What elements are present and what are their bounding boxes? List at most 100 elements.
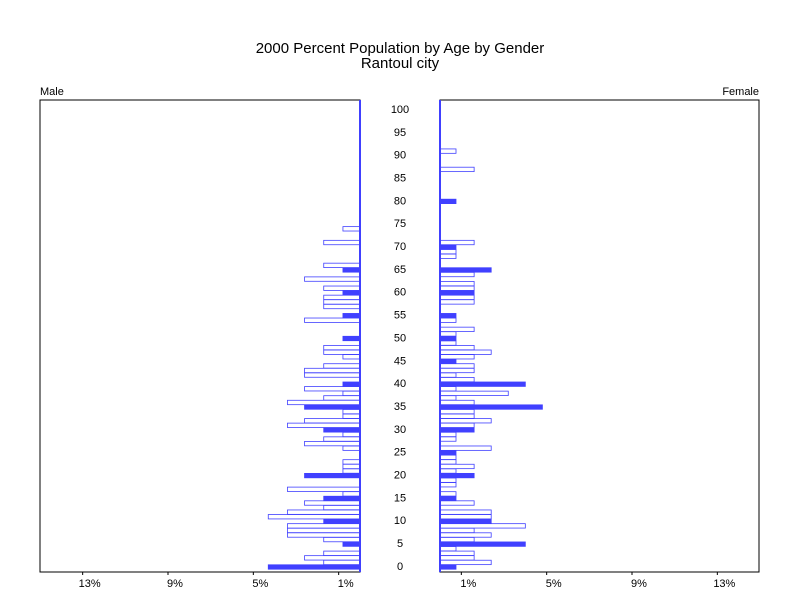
bar bbox=[323, 436, 361, 442]
bar bbox=[342, 335, 361, 342]
bar bbox=[439, 532, 492, 538]
bar bbox=[439, 253, 457, 259]
x-tick-label: 1% bbox=[460, 578, 476, 590]
age-label: 40 bbox=[394, 378, 406, 390]
bar bbox=[439, 335, 457, 342]
bar bbox=[439, 166, 475, 173]
age-label: 45 bbox=[394, 355, 406, 367]
x-tick-label: 13% bbox=[713, 578, 735, 590]
age-label: 80 bbox=[394, 195, 406, 207]
bar bbox=[287, 532, 361, 538]
age-label: 95 bbox=[394, 127, 406, 139]
bar bbox=[323, 518, 361, 524]
bar bbox=[439, 482, 457, 488]
bar bbox=[323, 345, 361, 351]
bar bbox=[439, 514, 492, 520]
bar bbox=[342, 390, 361, 396]
bar bbox=[323, 303, 361, 310]
bar bbox=[439, 148, 457, 154]
bar bbox=[439, 450, 457, 456]
bar bbox=[287, 486, 361, 492]
bar bbox=[439, 436, 457, 442]
age-label: 65 bbox=[394, 264, 406, 276]
chart-title: 2000 Percent Population by Age by Gender bbox=[256, 40, 545, 57]
bar bbox=[287, 527, 361, 534]
bar bbox=[439, 290, 475, 296]
bar bbox=[439, 249, 457, 255]
bar bbox=[439, 299, 475, 305]
bar bbox=[323, 285, 361, 291]
bar bbox=[287, 509, 361, 515]
bar bbox=[439, 331, 457, 337]
bar bbox=[342, 445, 361, 451]
bar bbox=[439, 459, 457, 465]
bar bbox=[323, 262, 361, 268]
x-tick-label: 5% bbox=[252, 578, 268, 590]
bar bbox=[439, 399, 475, 406]
chart-subtitle: Rantoul city bbox=[361, 55, 440, 72]
bar bbox=[439, 358, 457, 364]
age-label: 5 bbox=[397, 538, 403, 550]
bar bbox=[342, 226, 361, 232]
bar bbox=[323, 427, 361, 433]
age-label: 30 bbox=[394, 424, 406, 436]
age-label: 90 bbox=[394, 150, 406, 162]
bar bbox=[304, 418, 361, 424]
bar bbox=[304, 555, 361, 561]
bar bbox=[323, 395, 361, 401]
bar bbox=[439, 345, 475, 351]
bar bbox=[439, 267, 492, 273]
x-tick-label: 9% bbox=[167, 578, 183, 590]
bar bbox=[439, 409, 475, 415]
bar bbox=[439, 313, 457, 319]
bar bbox=[439, 491, 457, 497]
bar bbox=[439, 340, 457, 346]
age-label: 15 bbox=[394, 492, 406, 504]
bar bbox=[439, 354, 475, 360]
x-tick-label: 9% bbox=[631, 578, 647, 590]
bar bbox=[439, 294, 475, 300]
bar bbox=[342, 354, 361, 360]
age-label: 60 bbox=[394, 287, 406, 299]
bar bbox=[439, 377, 475, 383]
bar bbox=[323, 294, 361, 300]
bar bbox=[304, 317, 361, 323]
bar bbox=[439, 363, 475, 369]
bar bbox=[439, 413, 475, 419]
bar bbox=[439, 477, 457, 483]
bar bbox=[439, 546, 457, 552]
bar bbox=[439, 431, 457, 438]
x-tick-label: 13% bbox=[79, 578, 101, 590]
bar bbox=[342, 463, 361, 470]
bar bbox=[323, 504, 361, 511]
bar bbox=[287, 523, 361, 529]
age-label: 50 bbox=[394, 332, 406, 344]
bar bbox=[439, 550, 475, 556]
bar bbox=[304, 404, 361, 410]
bar bbox=[439, 559, 492, 566]
bar bbox=[342, 381, 361, 387]
bar bbox=[439, 239, 475, 246]
bar bbox=[439, 285, 475, 291]
bar bbox=[439, 372, 457, 378]
bar bbox=[439, 500, 475, 506]
bar bbox=[439, 244, 457, 250]
bar bbox=[439, 418, 492, 424]
bar bbox=[323, 363, 361, 369]
bar bbox=[439, 422, 475, 428]
bar bbox=[267, 514, 361, 520]
bar bbox=[304, 472, 361, 479]
bar bbox=[439, 463, 475, 470]
bar bbox=[439, 454, 457, 460]
bar bbox=[342, 409, 361, 415]
bar bbox=[439, 349, 492, 355]
bar bbox=[439, 271, 475, 278]
bar bbox=[439, 523, 526, 529]
age-label: 55 bbox=[394, 310, 406, 322]
bar bbox=[323, 495, 361, 502]
bar bbox=[439, 555, 475, 561]
bar bbox=[323, 299, 361, 305]
bar bbox=[439, 468, 457, 474]
bar bbox=[439, 527, 475, 534]
bar bbox=[342, 459, 361, 465]
